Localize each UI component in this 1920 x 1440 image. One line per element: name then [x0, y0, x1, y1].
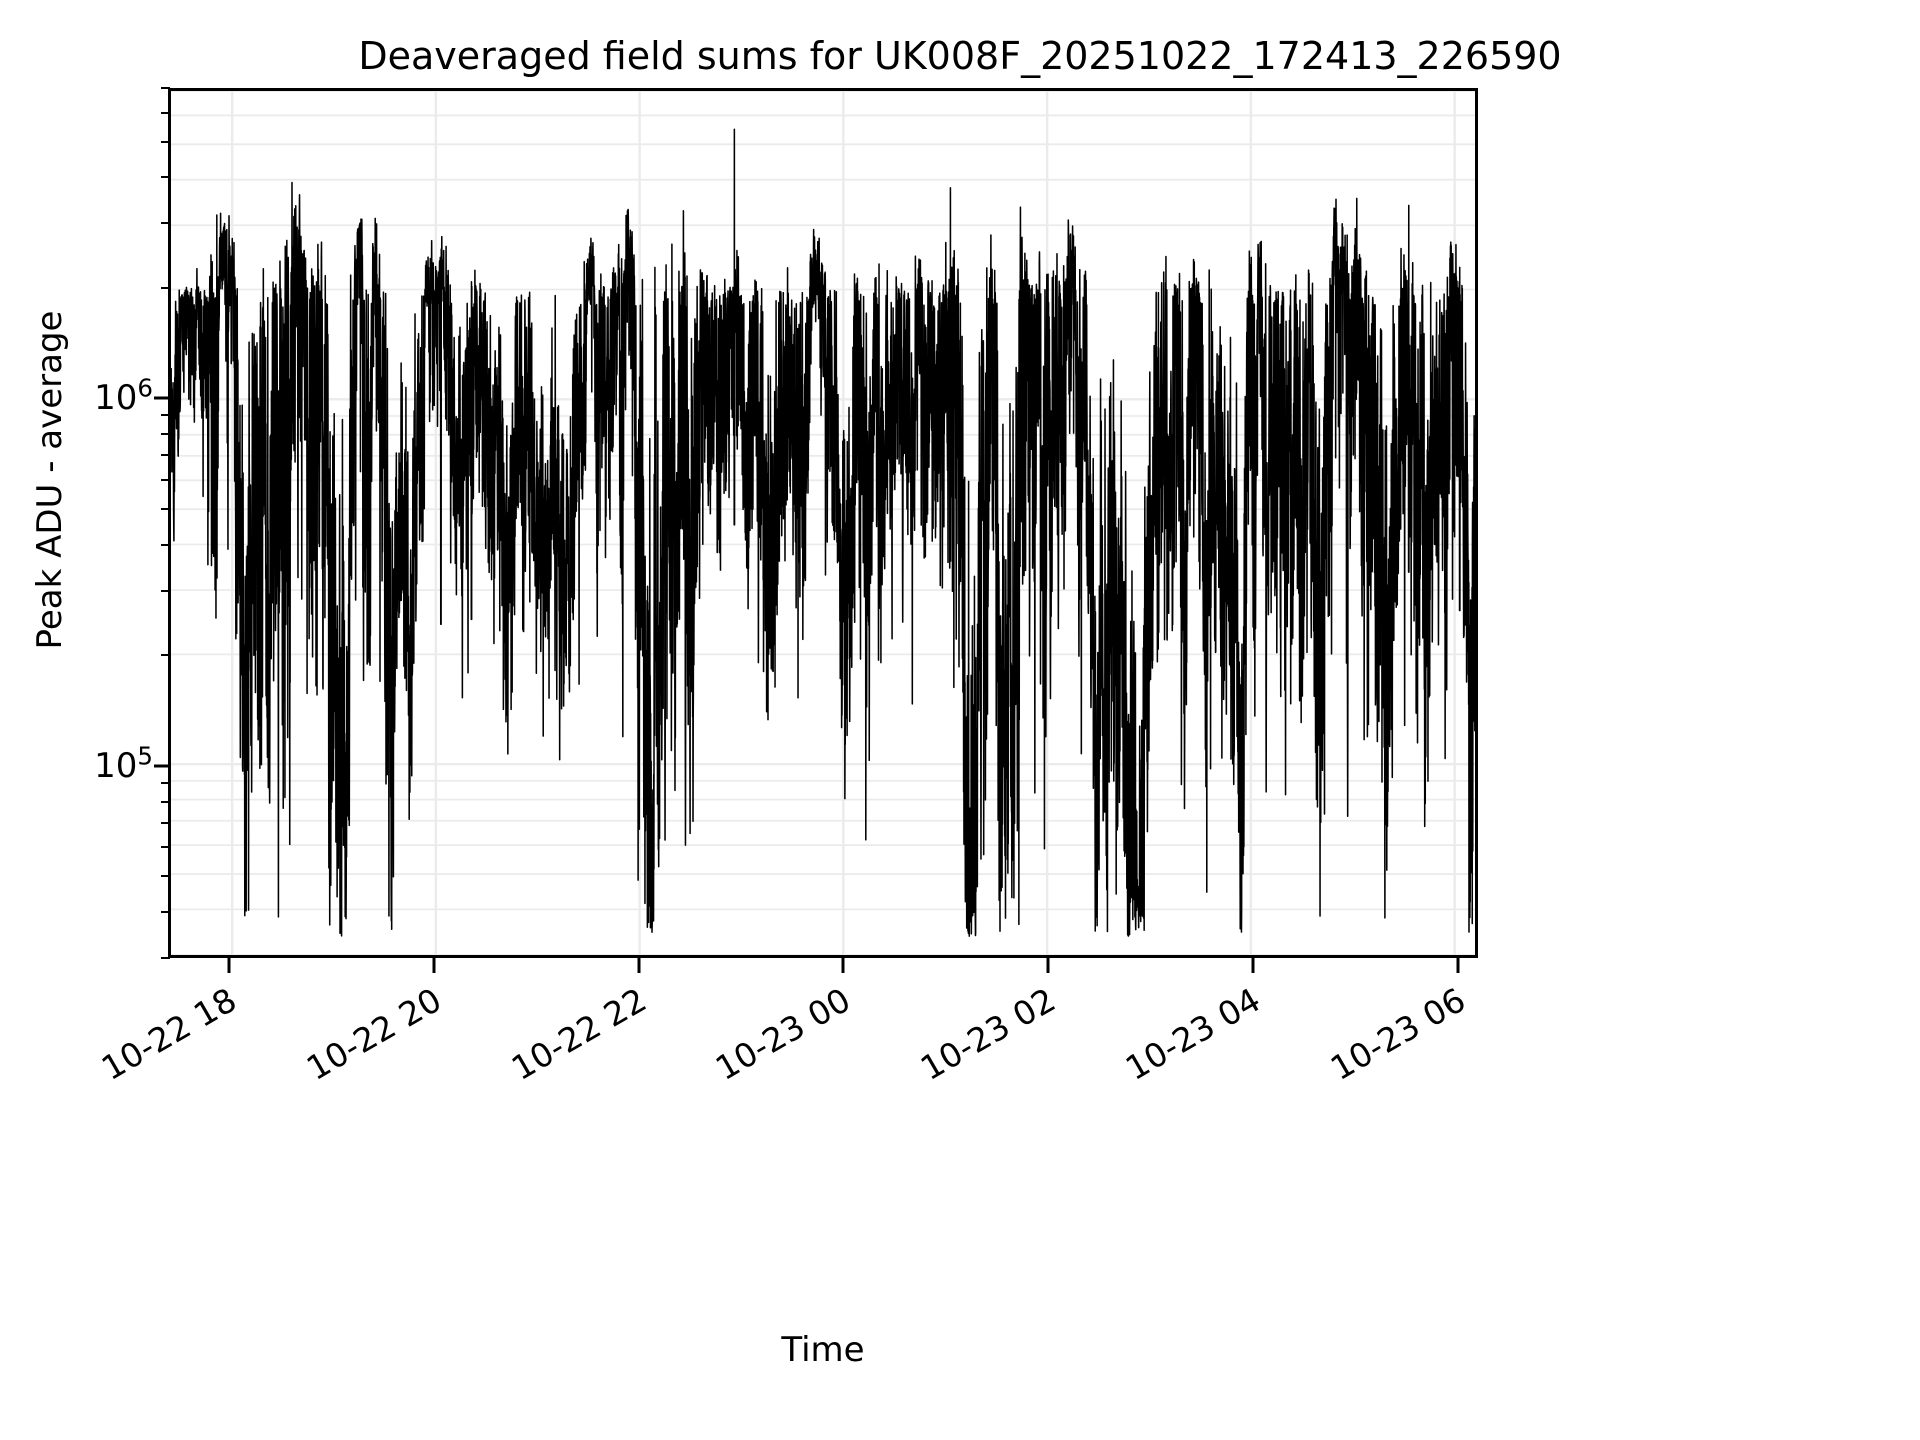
plot-area: [168, 88, 1478, 958]
x-tick-label: 10-23 00: [709, 980, 858, 1088]
x-tick-mark: [1046, 958, 1050, 973]
y-tick-label: 106: [94, 374, 153, 419]
x-tick-label: 10-22 20: [299, 980, 448, 1088]
y-tick-minor: [161, 87, 170, 89]
x-tick-label: 10-23 06: [1323, 980, 1472, 1088]
y-tick-minor: [161, 800, 170, 803]
y-tick-minor: [161, 176, 170, 179]
y-tick-minor: [161, 875, 170, 878]
y-tick-minor: [161, 781, 170, 784]
y-tick-minor: [161, 508, 170, 511]
y-tick-minor: [161, 111, 170, 114]
y-tick-minor: [161, 654, 170, 657]
x-tick-mark: [637, 958, 641, 973]
x-tick-label: 10-22 18: [95, 980, 244, 1088]
y-tick-major: [154, 396, 170, 400]
x-tick-mark: [1251, 958, 1255, 973]
y-tick-minor: [161, 454, 170, 457]
y-tick-minor: [161, 543, 170, 546]
x-tick-mark: [227, 958, 231, 973]
x-tick-label: 10-22 22: [504, 980, 653, 1088]
y-tick-minor: [161, 140, 170, 143]
y-tick-minor: [161, 846, 170, 849]
y-tick-minor: [161, 479, 170, 481]
x-tick-label: 10-23 04: [1118, 980, 1267, 1088]
x-axis-label: Time: [781, 1330, 865, 1370]
y-tick-label: 105: [94, 741, 153, 786]
chart-title: Deaveraged field sums for UK008F_2025102…: [358, 34, 1562, 78]
x-tick-mark: [1456, 958, 1460, 973]
x-tick-mark: [432, 958, 436, 973]
y-tick-minor: [161, 286, 170, 289]
y-tick-minor: [161, 911, 170, 914]
data-series-peak-adu: [171, 128, 1475, 937]
x-tick-mark: [841, 958, 845, 973]
y-tick-minor: [161, 957, 170, 959]
y-tick-minor: [161, 589, 170, 592]
y-tick-major: [154, 764, 170, 768]
y-tick-minor: [161, 433, 170, 436]
y-tick-minor: [161, 414, 170, 417]
y-tick-minor: [161, 222, 170, 225]
y-tick-minor: [161, 821, 170, 824]
y-axis-label: Peak ADU - average: [30, 310, 70, 650]
x-tick-label: 10-23 02: [914, 980, 1063, 1088]
